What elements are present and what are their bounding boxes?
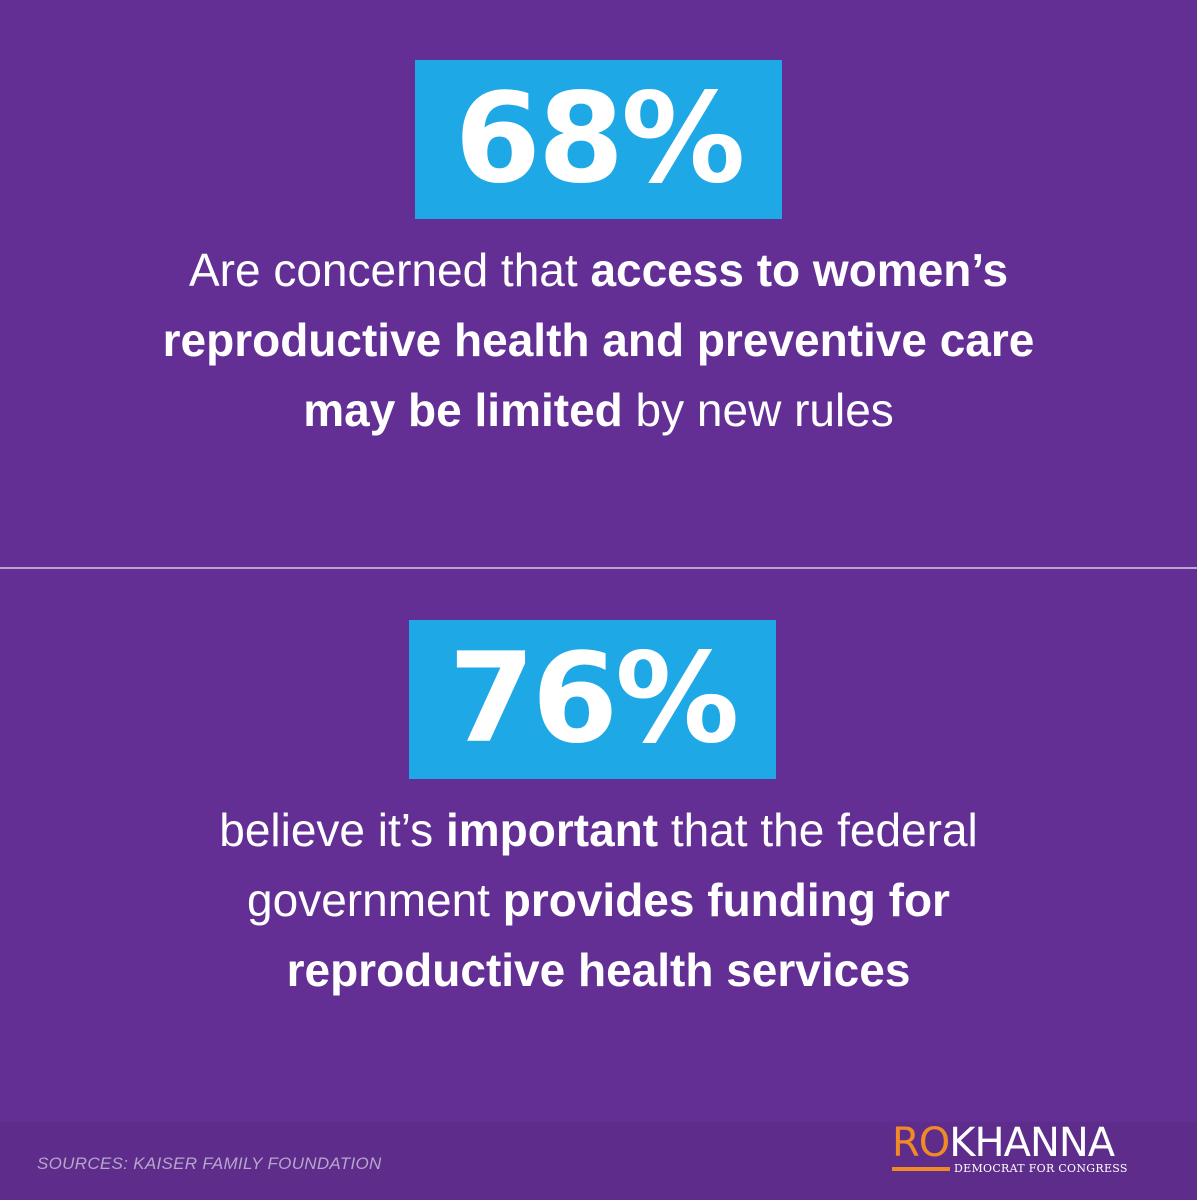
logo-last-name: KHANNA <box>949 1120 1115 1166</box>
logo-first-name: RO <box>892 1120 950 1166</box>
logo-tagline: DEMOCRAT FOR CONGRESS <box>954 1162 1128 1175</box>
description-part: that the federal government <box>247 804 978 926</box>
description-part: believe it’s <box>219 804 446 856</box>
description-part: by new rules <box>622 384 894 436</box>
description-part-bold: provides funding for reproductive health… <box>286 874 950 996</box>
stat-description: Are concerned that access to women’s rep… <box>150 235 1047 445</box>
stat-description: believe it’s important that the federal … <box>150 795 1047 1005</box>
footer-band <box>0 1122 1197 1200</box>
description-part: Are concerned that <box>188 244 591 296</box>
description-part-bold: important <box>445 804 659 856</box>
logo-wordmark: ROKHANNA <box>892 1120 1115 1166</box>
sources-note: SOURCES: KAISER FAMILY FOUNDATION <box>37 1154 382 1173</box>
stat-value-box: 68% <box>415 60 782 219</box>
section-divider <box>0 567 1197 569</box>
campaign-logo: ROKHANNA DEMOCRAT FOR CONGRESS <box>892 1120 1162 1180</box>
stat-value-box: 76% <box>409 620 776 779</box>
description-part-bold: access to women’s reproductive health an… <box>162 244 1035 436</box>
logo-underline <box>892 1167 950 1171</box>
